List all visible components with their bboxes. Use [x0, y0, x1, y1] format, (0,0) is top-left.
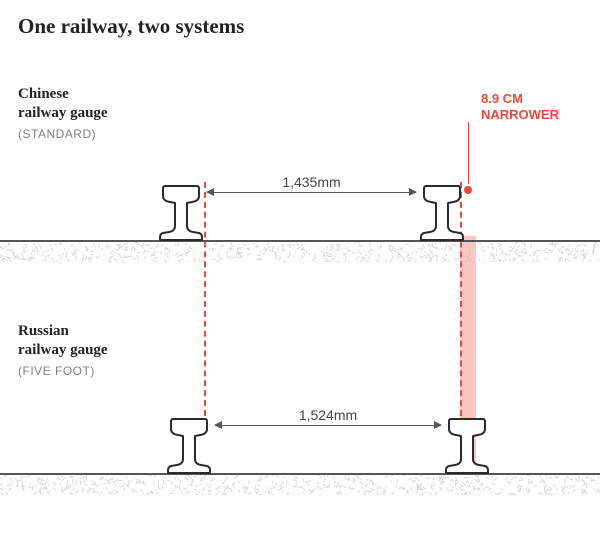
chinese-rail-right-icon	[420, 184, 464, 242]
russian-rail-left-icon	[167, 417, 211, 475]
arrow-right-icon	[434, 421, 442, 429]
callout-line2: NARROWER	[481, 107, 559, 123]
arrow-left-icon	[214, 421, 222, 429]
callout-dot-icon	[464, 186, 472, 194]
callout-line1: 8.9 CM	[481, 91, 559, 107]
callout-tick-line	[468, 122, 469, 184]
russian-label: Russian railway gauge (FIVE FOOT)	[18, 322, 108, 378]
dashed-guide-left	[204, 182, 206, 416]
arrow-right-icon	[409, 188, 417, 196]
chinese-ground-pattern	[0, 242, 600, 262]
chinese-rail-left-icon	[159, 184, 203, 242]
russian-gauge-arrow	[215, 425, 441, 426]
chinese-sub: (STANDARD)	[18, 127, 108, 141]
chinese-gauge-value: 1,435mm	[267, 172, 357, 192]
russian-rail-right-icon	[445, 417, 489, 475]
chinese-label: Chinese railway gauge (STANDARD)	[18, 85, 108, 141]
russian-ground-pattern	[0, 475, 600, 495]
russian-name-line1: Russian	[18, 322, 108, 341]
russian-name-line2: railway gauge	[18, 341, 108, 360]
chinese-name-line1: Chinese	[18, 85, 108, 104]
russian-sub: (FIVE FOOT)	[18, 364, 108, 378]
chinese-name-line2: railway gauge	[18, 104, 108, 123]
page-title: One railway, two systems	[0, 0, 600, 39]
arrow-left-icon	[206, 188, 214, 196]
narrower-callout: 8.9 CM NARROWER	[481, 91, 559, 122]
russian-gauge-value: 1,524mm	[283, 405, 373, 425]
chinese-gauge-arrow	[207, 192, 416, 193]
